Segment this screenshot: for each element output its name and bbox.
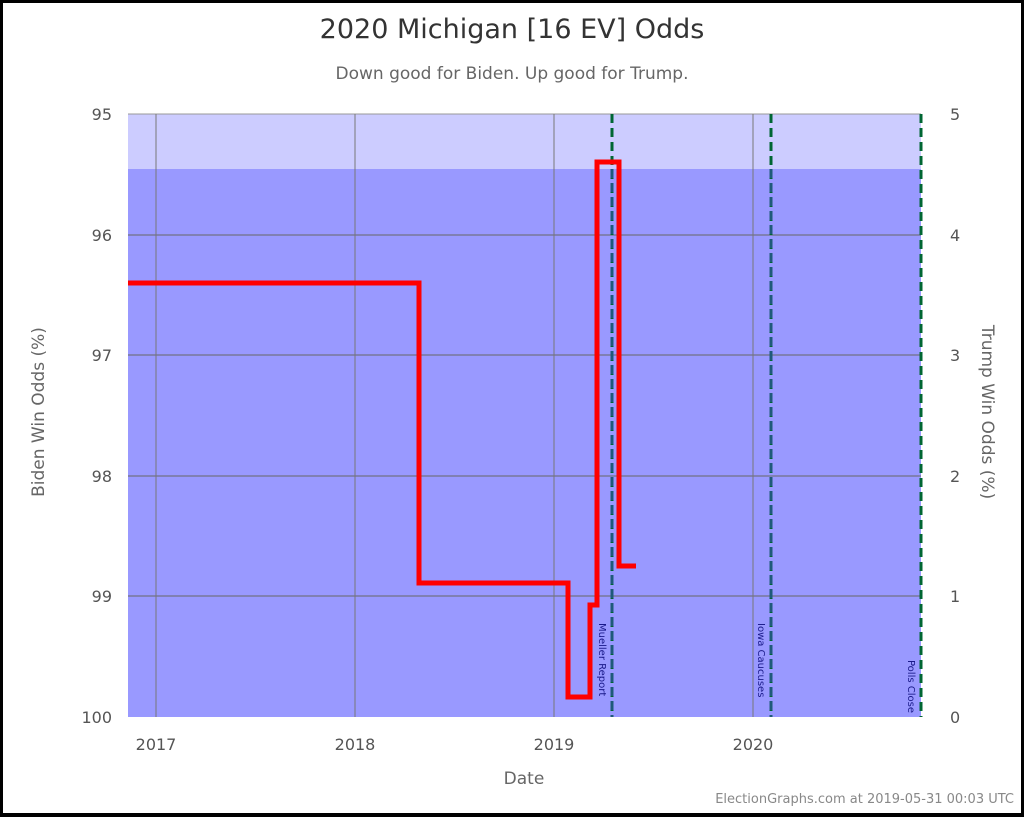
event-label-iowa: Iowa Caucuses xyxy=(755,623,766,697)
horizontal-gridlines xyxy=(128,113,921,597)
x-tick: 2018 xyxy=(335,735,376,754)
y-left-tick: 95 xyxy=(92,105,112,124)
x-tick: 2020 xyxy=(733,735,774,754)
band-light xyxy=(128,114,921,169)
x-axis: 2017 2018 2019 2020 xyxy=(136,735,774,754)
chart-subtitle: Down good for Biden. Up good for Trump. xyxy=(335,64,689,84)
event-lines xyxy=(610,114,923,717)
x-tick: 2017 xyxy=(136,735,177,754)
y-axis-left: 95 96 97 98 99 100 xyxy=(81,105,112,727)
vertical-gridlines xyxy=(155,114,754,717)
credit-text: ElectionGraphs.com at 2019-05-31 00:03 U… xyxy=(715,792,1014,807)
event-label-mueller: Mueller Report xyxy=(596,623,607,696)
event-label-polls-close: Polls Close xyxy=(905,660,916,713)
y-axis-right-label: Trump Win Odds (%) xyxy=(977,324,997,499)
chart-title: 2020 Michigan [16 EV] Odds xyxy=(319,14,705,45)
y-right-tick: 4 xyxy=(950,226,960,245)
y-left-tick: 98 xyxy=(92,467,112,486)
x-axis-label: Date xyxy=(504,769,545,789)
y-left-tick: 100 xyxy=(81,708,112,727)
y-axis-left-label: Biden Win Odds (%) xyxy=(29,327,49,497)
y-right-tick: 2 xyxy=(950,467,960,486)
y-right-tick: 5 xyxy=(950,105,960,124)
y-right-tick: 1 xyxy=(950,587,960,606)
y-right-tick: 0 xyxy=(950,708,960,727)
y-axis-right: 5 4 3 2 1 0 xyxy=(950,105,960,727)
y-left-tick: 97 xyxy=(92,346,112,365)
y-left-tick: 96 xyxy=(92,226,112,245)
y-right-tick: 3 xyxy=(950,346,960,365)
biden-odds-line xyxy=(128,159,636,700)
band-dark xyxy=(128,169,921,717)
x-tick: 2019 xyxy=(534,735,575,754)
y-left-tick: 99 xyxy=(92,587,112,606)
